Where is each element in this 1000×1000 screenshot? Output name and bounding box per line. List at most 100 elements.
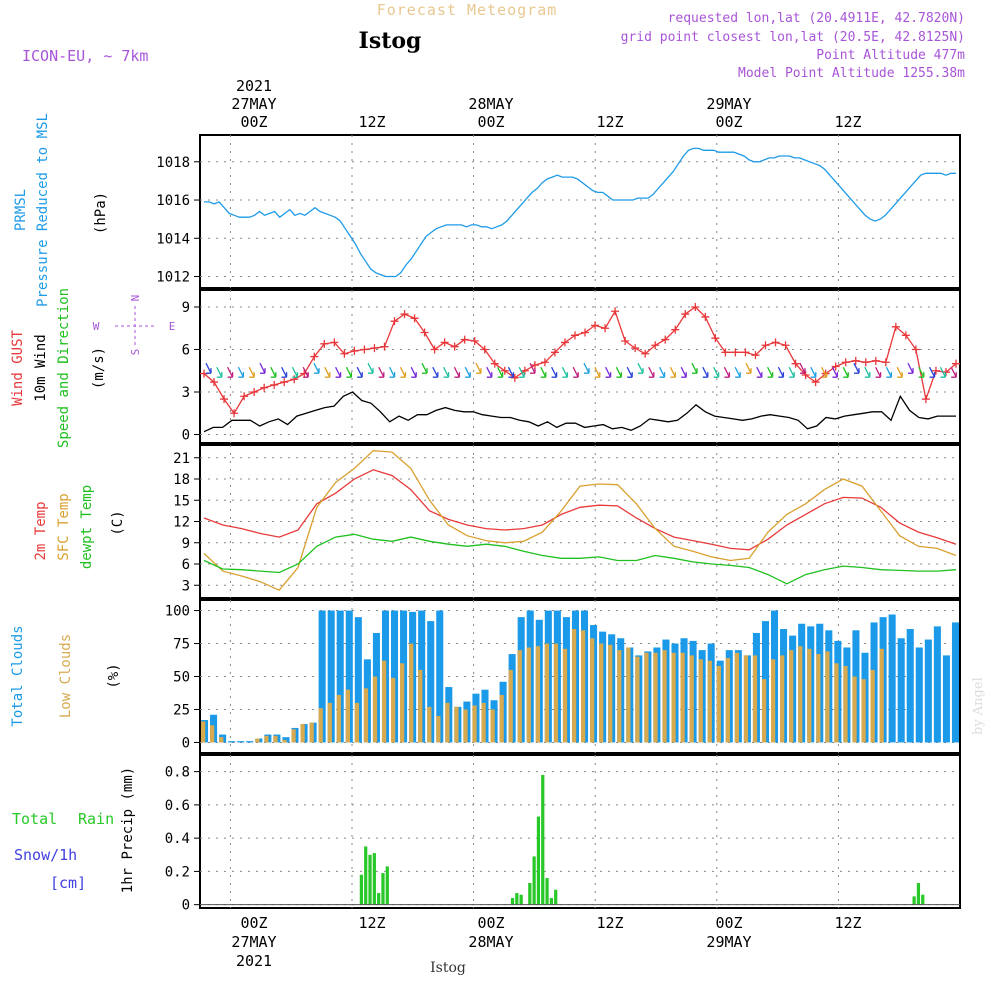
low-cloud-bar: [843, 665, 848, 743]
wind-direction-arrow: [432, 366, 439, 378]
gust-marker: [310, 352, 319, 361]
low-cloud-bar: [219, 737, 224, 743]
gust-marker: [380, 342, 389, 351]
low-cloud-bar: [409, 643, 414, 743]
low-cloud-bar: [789, 650, 794, 743]
wind-direction-arrow: [648, 366, 655, 378]
gust-marker: [761, 341, 770, 350]
pressure-ytick-label: 1012: [156, 270, 190, 286]
low-cloud-bar: [210, 725, 215, 743]
precip-bar: [916, 883, 921, 905]
pressure-ytick-label: 1016: [156, 193, 190, 209]
wind-direction-arrow: [777, 366, 785, 378]
pressure-label-2: Pressure Reduced to MSL: [35, 113, 51, 307]
wind-direction-arrow: [767, 366, 774, 378]
total-cloud-bar: [336, 610, 344, 743]
gust-marker: [510, 373, 519, 382]
gust-marker: [500, 366, 509, 375]
gust-marker: [601, 324, 610, 333]
wind-direction-arrow: [551, 366, 558, 378]
wind-series-line: [203, 306, 957, 415]
low-cloud-bar: [381, 660, 387, 743]
top-time-axis: 2021 27MAY 00Z 12Z 28MAY 00Z 12Z 29MAY 0…: [231, 77, 861, 131]
low-cloud-bar: [581, 630, 586, 743]
total-cloud-bar: [246, 741, 254, 743]
wind-direction-arrow: [680, 366, 687, 378]
wind-direction-arrow: [475, 362, 482, 374]
gust-marker: [631, 344, 640, 353]
title-top: Forecast Meteogram: [377, 1, 558, 19]
gust-marker: [240, 392, 249, 401]
low-cloud-bar: [436, 716, 441, 743]
low-cloud-bar: [680, 652, 685, 743]
panel-labels: PRMSL Pressure Reduced to MSL (hPa) Wind…: [10, 113, 136, 893]
panel-wind: 0 3 6 9: [182, 289, 961, 444]
footer-credit: by Angel: [971, 677, 986, 735]
wind-direction-arrow: [691, 362, 698, 374]
top-tick-0-line2: 27MAY: [231, 95, 276, 113]
low-cloud-bar: [771, 659, 776, 743]
gust-marker: [581, 328, 590, 337]
low-cloud-bar: [391, 677, 396, 743]
total-cloud-bar: [354, 617, 362, 743]
top-tick-4-line3: 00Z: [715, 113, 742, 131]
bottom-tick-4-line1: 00Z: [715, 914, 742, 932]
precip-bar: [541, 774, 545, 905]
gust-marker: [881, 358, 890, 367]
low-cloud-bar: [716, 665, 721, 743]
low-cloud-bar: [707, 660, 712, 743]
wind-direction-arrow: [842, 366, 849, 378]
low-cloud-bar: [354, 702, 360, 743]
wind-frame: [199, 289, 961, 444]
compass-w: W: [93, 320, 100, 333]
low-cloud-bar: [273, 735, 278, 743]
temperature-series-line: [203, 450, 957, 591]
wind-ytick-label: 9: [182, 300, 190, 316]
temperature-ytick-label: 18: [173, 472, 190, 488]
wind-series-line: [203, 391, 956, 433]
wind-direction-arrow: [885, 366, 893, 378]
wind-direction-arrow: [810, 366, 817, 378]
wind-direction-arrow: [637, 362, 644, 374]
total-cloud-bar: [942, 655, 950, 743]
gust-marker: [270, 380, 279, 389]
info-grid: grid point closest lon,lat (20.5E, 42.81…: [621, 30, 965, 45]
clouds-ytick-label: 75: [173, 637, 190, 653]
gust-marker: [891, 322, 900, 331]
low-cloud-bar: [526, 647, 531, 743]
wind-direction-arrow: [626, 366, 633, 378]
total-cloud-bar: [933, 626, 941, 743]
gust-marker: [220, 395, 229, 404]
wind-direction-arrow: [227, 366, 234, 378]
total-cloud-bar: [951, 622, 959, 743]
wind-direction-arrow: [929, 366, 936, 378]
wind-direction-arrow: [734, 366, 741, 378]
wind-direction-arrow: [583, 362, 590, 374]
low-cloud-bar: [562, 648, 568, 743]
wind-direction-arrow: [421, 362, 428, 374]
wind-direction-arrow: [950, 366, 957, 378]
wind-direction-arrow: [572, 366, 579, 378]
model-name: ICON-EU, ~ 7km: [22, 47, 148, 65]
top-tick-5-line3: 12Z: [834, 113, 861, 131]
low-cloud-bar: [318, 708, 323, 743]
pressure-frame: [199, 134, 961, 289]
wind-direction-arrow: [561, 366, 569, 378]
wind-direction-arrow: [507, 366, 515, 378]
temp-unit: (C): [110, 510, 126, 535]
low-cloud-bar: [571, 629, 577, 743]
temperature-ytick-label: 15: [173, 493, 190, 509]
precip-bar: [359, 874, 364, 905]
low-cloud-bar: [490, 709, 495, 743]
wind-direction-arrow: [443, 366, 450, 378]
info-requested: requested lon,lat (20.4911E, 42.7820N): [668, 11, 965, 26]
clouds-ytick-label: 50: [173, 670, 190, 686]
bottom-tick-4-line2: 29MAY: [706, 933, 751, 951]
gust-marker: [370, 344, 379, 353]
low-cloud-bar: [861, 679, 866, 743]
low-cloud-bar: [345, 689, 350, 743]
wind-direction-arrow: [745, 362, 752, 374]
wind-compass: N S W E: [93, 295, 176, 356]
gust-marker: [931, 366, 940, 375]
gust-marker: [711, 334, 720, 343]
